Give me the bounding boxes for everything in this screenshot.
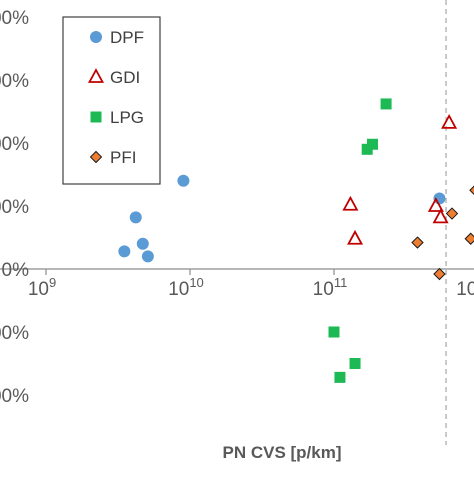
data-point-dpf (141, 250, 154, 263)
data-point-pfi (445, 207, 459, 220)
x-tick-base: 10 (456, 279, 474, 300)
data-point-lpg (380, 98, 392, 110)
series-dpf (118, 174, 446, 263)
y-tick-label: -200% (0, 386, 29, 407)
data-point-gdi (427, 197, 444, 212)
data-point-dpf (136, 237, 149, 250)
data-point-pfi (469, 185, 474, 196)
legend-marker-lpg (90, 111, 102, 123)
x-tick-label: 1012 (456, 275, 474, 300)
data-point-gdi (342, 195, 359, 211)
y-tick-label: 100% (0, 197, 29, 218)
x-tick-exponent: 9 (49, 275, 56, 290)
data-point-lpg (349, 358, 361, 369)
data-point-lpg (366, 138, 378, 150)
x-tick-base: 10 (313, 279, 334, 300)
series-gdi (342, 113, 458, 245)
y-tick-label: 400% (0, 8, 29, 29)
legend-label-lpg: LPG (110, 108, 144, 127)
legend-label-gdi: GDI (110, 68, 140, 87)
y-tick-label: 200% (0, 134, 29, 155)
x-axis-title: PN CVS [p/km] (222, 443, 341, 462)
x-tick-label: 1011 (313, 275, 348, 300)
x-tick-exponent: 11 (334, 275, 348, 290)
series-lpg (328, 98, 392, 383)
data-point-pfi (464, 232, 474, 245)
data-point-pfi (411, 236, 424, 249)
x-tick-label: 109 (28, 275, 56, 300)
y-tick-label: -100% (0, 323, 29, 344)
data-point-gdi (432, 208, 449, 224)
legend-box (62, 16, 161, 185)
y-tick-label: 300% (0, 71, 29, 92)
legend-label-dpf: DPF (110, 28, 144, 47)
series-pfi (411, 185, 474, 281)
x-tick-exponent: 10 (189, 275, 203, 290)
data-point-pfi (433, 267, 446, 281)
y-tick-label: 0% (2, 260, 30, 281)
data-point-lpg (328, 326, 340, 338)
data-point-dpf (129, 211, 142, 224)
x-tick-base: 10 (168, 279, 189, 300)
data-point-gdi (441, 113, 458, 129)
x-tick-label: 1010 (168, 275, 204, 300)
legend: DPF GDI LPG PFI (62, 16, 161, 185)
legend-marker-pfi (89, 150, 103, 164)
data-point-dpf (118, 245, 131, 258)
legend-marker-gdi (87, 68, 105, 83)
legend-label-pfi: PFI (110, 148, 136, 167)
data-point-lpg (334, 371, 346, 383)
data-point-gdi (347, 229, 364, 245)
x-tick-base: 10 (28, 279, 49, 300)
data-point-dpf (177, 174, 190, 187)
legend-marker-dpf (90, 31, 102, 43)
